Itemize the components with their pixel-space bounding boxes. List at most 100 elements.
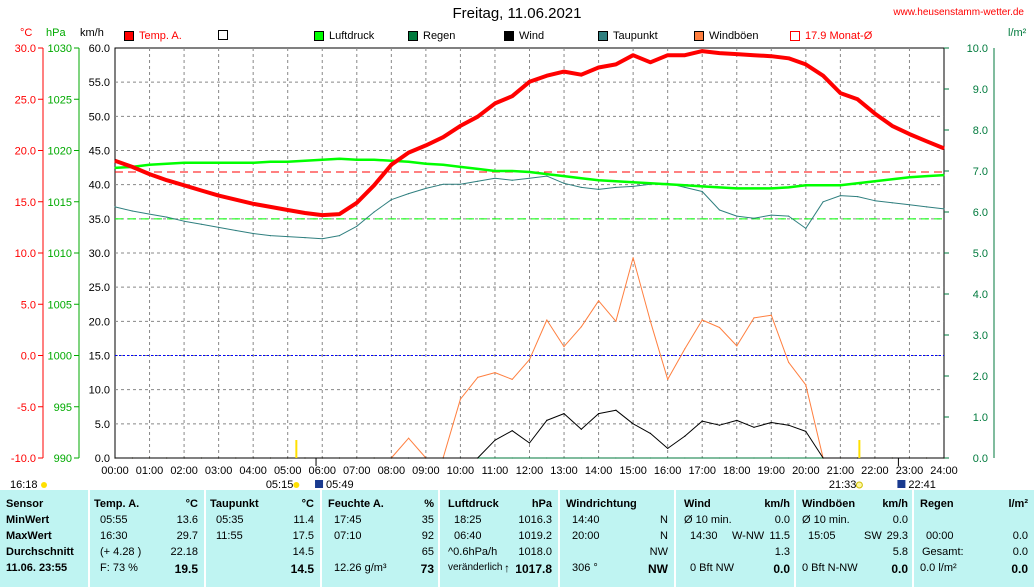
data-point <box>684 184 686 186</box>
data-point <box>390 457 392 459</box>
temp-unit: °C <box>185 498 198 510</box>
dir-degrees: 306 ° <box>572 562 598 574</box>
data-point <box>114 160 116 162</box>
press-trend-rate: ^0.6hPa/h <box>448 546 498 558</box>
celsius-tick-label: 0.0 <box>21 351 36 363</box>
data-point <box>684 457 686 459</box>
time-tick-label: 19:00 <box>758 465 786 477</box>
unit-hpa: hPa <box>46 27 66 39</box>
gust-avg-value: 5.8 <box>892 546 908 558</box>
data-point <box>874 180 876 182</box>
gust-max-value: 29.3 <box>886 530 908 542</box>
dew-min-time: 05:35 <box>216 514 244 526</box>
data-point <box>753 217 755 219</box>
data-point <box>269 161 271 163</box>
data-point <box>926 175 928 177</box>
data-point <box>459 398 461 400</box>
data-point <box>615 63 617 65</box>
data-point <box>615 457 617 459</box>
data-point <box>632 257 634 259</box>
data-point <box>770 55 772 57</box>
data-point <box>839 457 842 459</box>
data-point <box>459 183 461 185</box>
data-point <box>546 419 548 421</box>
data-point <box>805 384 807 386</box>
legend-swatch <box>314 31 324 41</box>
time-tick-label: 02:00 <box>170 465 198 477</box>
celsius-tick-label: 25.0 <box>15 94 36 106</box>
hpa-tick-label: 1025 <box>48 94 72 106</box>
data-point <box>356 225 358 227</box>
data-point <box>511 430 513 432</box>
data-point <box>580 177 582 179</box>
lm2-tick-label: 0.0 <box>973 453 988 465</box>
data-point <box>874 200 876 202</box>
data-point <box>114 206 116 208</box>
legend-item <box>218 30 233 40</box>
row-min-label: MinWert <box>6 514 50 526</box>
data-point <box>528 177 531 179</box>
website-url[interactable]: www.heusenstamm-wetter.de <box>893 7 1024 18</box>
data-point <box>701 319 703 321</box>
data-point <box>926 457 928 459</box>
data-point <box>667 447 669 449</box>
press-trend-arrow: ↑ <box>504 561 510 575</box>
data-point <box>511 378 513 380</box>
sunrise-label: 05:49 <box>326 479 354 490</box>
data-point <box>857 98 859 100</box>
data-point <box>857 182 859 184</box>
data-point <box>218 457 220 459</box>
data-point <box>632 423 634 425</box>
data-point <box>218 195 220 197</box>
data-point <box>891 125 893 127</box>
data-point <box>788 457 790 459</box>
dir-min-time: 14:40 <box>572 514 600 526</box>
data-point <box>148 457 151 459</box>
data-point <box>477 116 479 118</box>
dir-header: Windrichtung <box>566 498 637 510</box>
time-tick-label: 17:00 <box>688 465 716 477</box>
data-point <box>287 161 289 163</box>
data-point <box>477 457 479 459</box>
sunset-civil-label: 22:41 <box>908 479 936 490</box>
legend-item: Taupunkt <box>598 30 658 42</box>
data-point <box>546 319 548 321</box>
data-point <box>943 147 945 149</box>
data-point <box>788 424 790 426</box>
legend-swatch <box>218 30 228 40</box>
data-point <box>701 185 703 187</box>
data-point <box>494 177 496 179</box>
data-point <box>235 162 237 164</box>
kmh-tick-label: 45.0 <box>89 146 110 158</box>
data-point <box>684 435 686 437</box>
time-tick-label: 12:00 <box>516 465 544 477</box>
data-point <box>718 424 721 426</box>
data-point <box>304 457 306 459</box>
data-point <box>218 226 220 228</box>
celsius-tick-label: 30.0 <box>15 43 36 55</box>
data-point <box>269 235 271 237</box>
hpa-tick-label: 1005 <box>48 299 72 311</box>
data-point <box>494 102 496 104</box>
data-point <box>252 203 254 205</box>
data-point <box>408 152 410 154</box>
celsius-tick-label: 20.0 <box>15 146 36 158</box>
time-tick-label: 15:00 <box>619 465 647 477</box>
data-point <box>304 212 306 214</box>
statistics-table: Sensor MinWert MaxWert Durchschnitt 11.0… <box>0 490 1034 587</box>
data-point <box>200 457 202 459</box>
legend-label: Luftdruck <box>329 30 375 42</box>
data-point <box>805 184 807 186</box>
gust-beaufort: 0 Bft N-NW <box>802 562 858 574</box>
data-point <box>598 300 600 302</box>
data-point <box>632 54 634 56</box>
data-point <box>408 161 410 163</box>
data-point <box>770 314 772 316</box>
data-point <box>598 188 600 190</box>
data-point <box>390 199 392 201</box>
wind-max-direction: W-NW <box>732 530 765 542</box>
sunrise-icon <box>315 480 324 488</box>
rain-now-amount: 0.0 l/m² <box>920 562 957 574</box>
hum-current-value: 73 <box>420 562 434 576</box>
data-point <box>632 457 634 459</box>
